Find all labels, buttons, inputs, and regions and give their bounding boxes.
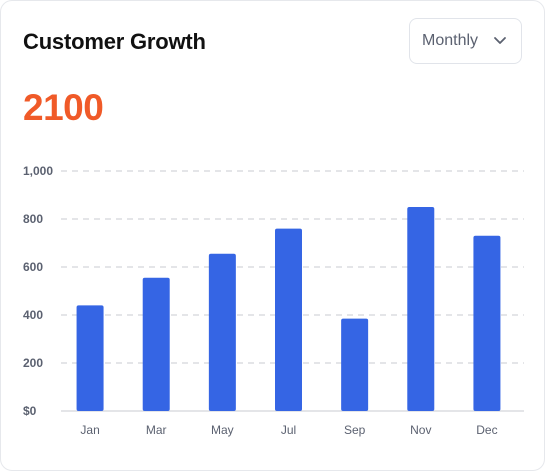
y-tick-label: 600 — [23, 260, 43, 274]
card-title: Customer Growth — [23, 29, 206, 54]
x-tick-label-dec: Dec — [476, 423, 497, 437]
bar-jul[interactable] — [275, 228, 302, 411]
period-select[interactable]: Monthly — [409, 18, 522, 64]
y-tick-label: 1,000 — [23, 164, 53, 178]
bar-sep[interactable] — [341, 318, 369, 411]
summary-value: 2100 — [23, 87, 104, 128]
bar-mar[interactable] — [142, 277, 170, 411]
y-tick-label: 800 — [23, 212, 43, 226]
x-tick-label-nov: Nov — [410, 423, 431, 437]
period-select-value: Monthly — [422, 32, 479, 49]
y-tick-label: $0 — [23, 404, 37, 418]
x-tick-label-sep: Sep — [344, 423, 366, 437]
bar-may[interactable] — [208, 253, 236, 411]
chevron-down-icon — [494, 37, 506, 44]
x-tick-label-jan: Jan — [80, 423, 99, 437]
bar-jan[interactable] — [76, 305, 104, 411]
bar-nov[interactable] — [407, 207, 435, 411]
x-tick-label-jul: Jul — [281, 423, 296, 437]
y-tick-label: 400 — [23, 308, 43, 322]
x-tick-label-may: May — [211, 423, 234, 437]
bar-dec[interactable] — [473, 235, 501, 411]
y-tick-label: 200 — [23, 356, 43, 370]
bar-chart: $0 200 400 600 800 1,000 Jan Mar May Jul Sep Nov Dec — [23, 164, 524, 437]
x-tick-label-mar: Mar — [146, 423, 167, 437]
